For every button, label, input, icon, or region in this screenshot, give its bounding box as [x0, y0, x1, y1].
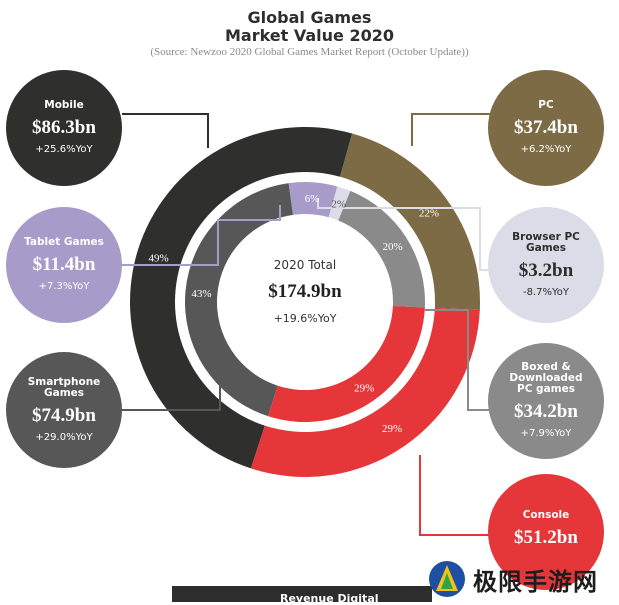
center-total-value: $174.9bn [268, 281, 342, 302]
tablet-bubble: Tablet Games $11.4bn +7.3%YoY [6, 207, 122, 323]
tablet-connector [122, 205, 281, 266]
footer-bar [172, 586, 432, 602]
mobile-bubble-yoy: +25.6%YoY [35, 144, 93, 155]
watermark: 极限手游网 [427, 556, 619, 602]
smartphone-bubble-yoy: +29.0%YoY [35, 431, 93, 443]
smartphone-bubble: Smartphone Games $74.9bn +29.0%YoY [6, 352, 122, 468]
chart-title-line2: Market Value 2020 [224, 26, 395, 45]
outer-pct-label: 49% [148, 253, 168, 265]
footer-text: Revenue Digital [280, 592, 379, 605]
watermark-text: 极限手游网 [473, 567, 598, 596]
watermark-logo-icon [429, 561, 465, 597]
outer-slice-console [250, 307, 480, 477]
outer-pct-label: 29% [382, 423, 402, 435]
inner-slice-browser-pc-games [328, 186, 351, 221]
outer-slice-mobile [130, 127, 353, 469]
smartphone-bubble-label: Smartphone Games [27, 375, 101, 399]
inner-pct-label: 29% [354, 383, 374, 395]
smartphone-bubble-value: $74.9bn [32, 404, 96, 426]
inner-ring [176, 173, 434, 431]
tablet-bubble-yoy: +7.3%YoY [38, 281, 90, 292]
inner-pct-label: 2% [331, 199, 346, 211]
mobile-bubble-label: Mobile [44, 99, 84, 111]
center-yoy: +19.6%YoY [273, 312, 337, 325]
boxed-bubble-label: Boxed & Downloaded PC games [509, 361, 583, 395]
pc-connector [411, 113, 496, 146]
connector-lines [122, 113, 496, 536]
chart-title-line1: Global Games [247, 8, 372, 27]
percent-labels: 49% 22% 29% 43% 6% 2% 20% 29% [148, 193, 439, 435]
center-title: 2020 Total [273, 258, 337, 272]
boxed-bubble-value: $34.2bn [514, 401, 578, 422]
inner-slice-boxed-downloaded-pc-games [338, 190, 425, 308]
console-bubble-label: Console [522, 509, 570, 521]
pc-bubble-label: PC [538, 99, 554, 111]
pc-bubble-value: $37.4bn [514, 117, 578, 138]
pc-bubble: PC $37.4bn +6.2%YoY [488, 70, 604, 186]
console-bubble: Console $51.2bn [488, 474, 604, 590]
chart-source: (Source: Newzoo 2020 Global Games Market… [150, 46, 469, 58]
mobile-bubble-value: $86.3bn [32, 117, 96, 138]
mobile-bubble: Mobile $86.3bn +25.6%YoY [6, 70, 122, 186]
boxed-bubble-yoy: +7.9%YoY [520, 428, 572, 439]
mobile-connector [122, 113, 209, 148]
smartphone-connector [122, 378, 221, 411]
browser-connector [317, 198, 496, 271]
tablet-bubble-label: Tablet Games [24, 236, 104, 248]
outer-ring [130, 127, 481, 477]
inner-pct-label: 6% [305, 193, 320, 205]
inner-slice-smartphone-games [184, 183, 294, 417]
ring-separator [176, 173, 434, 431]
browser-bubble-value: $3.2bn [518, 259, 574, 281]
boxed-connector [424, 309, 496, 411]
tablet-bubble-value: $11.4bn [32, 254, 96, 275]
browser-bubble-yoy: -8.7%YoY [522, 286, 570, 298]
inner-slice-console [267, 306, 425, 422]
browser-bubble-label: Browser PC Games [512, 230, 580, 254]
pc-bubble-yoy: +6.2%YoY [520, 144, 572, 155]
inner-pct-label: 43% [191, 288, 211, 300]
browser-bubble: Browser PC Games $3.2bn -8.7%YoY [488, 207, 604, 323]
inner-pct-label: 20% [383, 241, 403, 253]
outer-pct-label: 22% [419, 207, 439, 219]
console-bubble-value: $51.2bn [514, 527, 578, 548]
boxed-bubble: Boxed & Downloaded PC games $34.2bn +7.9… [488, 343, 604, 459]
console-connector [419, 455, 496, 536]
outer-slice-pc [340, 133, 481, 310]
